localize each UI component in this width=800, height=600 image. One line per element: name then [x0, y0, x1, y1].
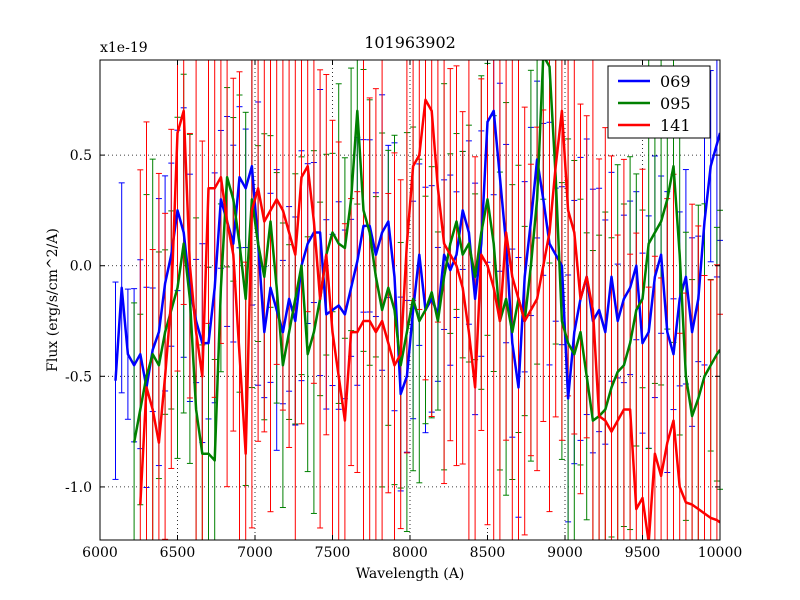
legend-label-141: 141 [660, 116, 691, 135]
chart-title: 101963902 [364, 33, 456, 52]
x-tick-label: 8500 [470, 545, 506, 561]
y-axis-label: Flux (erg/s/cm^2/A) [45, 228, 61, 372]
y-scale-label: x1e-19 [100, 40, 148, 56]
series-layer [114, 60, 720, 540]
x-tick-label: 9500 [625, 545, 661, 561]
series-line-069 [114, 109, 720, 400]
x-tick-label: 6500 [160, 545, 196, 561]
y-tick-label: -0.5 [65, 369, 92, 385]
y-tick-label: -1.0 [65, 480, 92, 496]
x-axis-label: Wavelength (A) [356, 566, 465, 582]
x-tick-label: 9000 [547, 545, 583, 561]
x-tick-label: 10000 [698, 545, 743, 561]
y-tick-label: 0.5 [70, 148, 92, 164]
x-tick-label: 7000 [237, 545, 273, 561]
series-line-141 [139, 98, 720, 540]
legend: 069 095 141 [607, 65, 711, 139]
legend-label-069: 069 [660, 72, 691, 91]
y-tick-label: 0.0 [70, 259, 92, 275]
x-tick-label: 6000 [82, 545, 118, 561]
x-tick-label: 7500 [315, 545, 351, 561]
series-line-095 [132, 60, 720, 462]
x-tick-label: 8000 [392, 545, 428, 561]
legend-label-095: 095 [660, 94, 691, 113]
tick-layer: 6000 6500 7000 7500 8000 8500 9000 9500 10000 0.5… [65, 60, 742, 561]
